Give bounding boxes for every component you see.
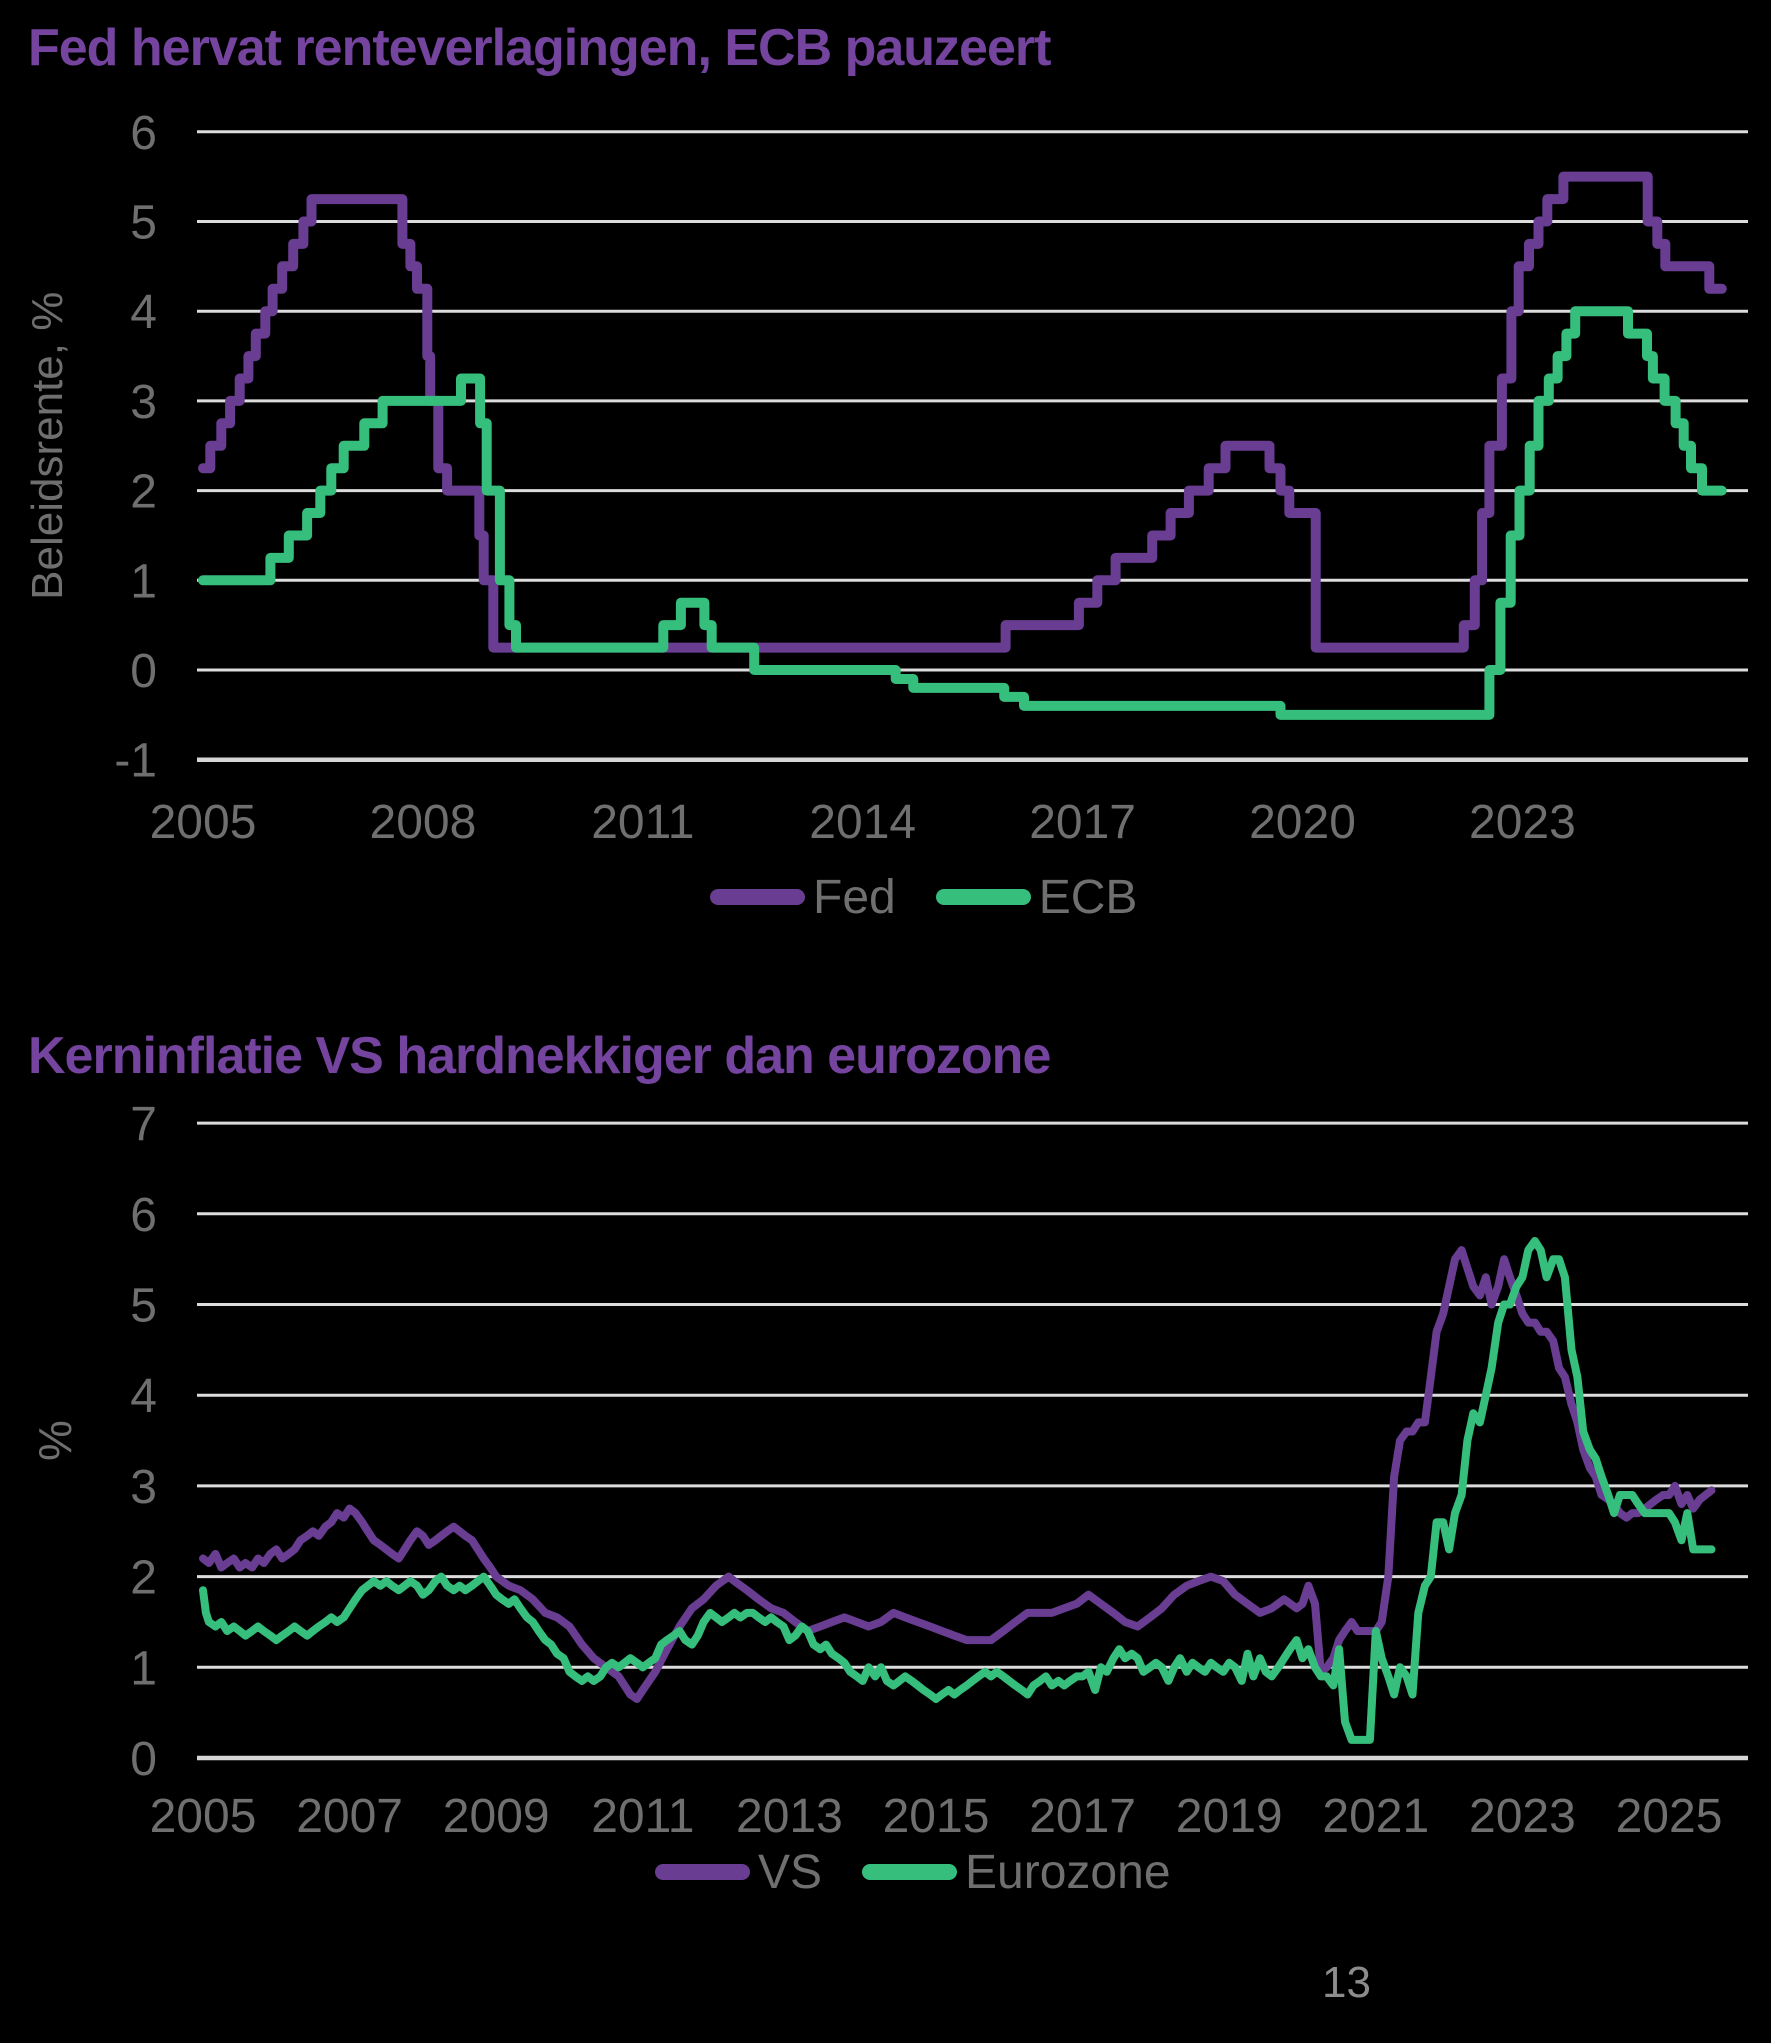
y-tick-label: 4 <box>130 286 157 339</box>
eurozone-legend-label: Eurozone <box>965 1845 1171 1899</box>
x-tick-label: 2020 <box>1249 796 1356 849</box>
y-tick-label: 6 <box>130 107 157 160</box>
fed-legend-label: Fed <box>813 870 896 924</box>
series-line-ecb <box>198 306 1727 720</box>
x-tick-label: 2005 <box>150 796 257 849</box>
x-tick-label: 2023 <box>1469 796 1576 849</box>
core-inflation-legend: VS Eurozone <box>655 1845 1211 1899</box>
y-tick-label: 6 <box>130 1189 157 1242</box>
y-tick-label: 7 <box>130 1098 157 1151</box>
y-axis-title: % <box>29 1420 81 1461</box>
y-tick-label: 0 <box>130 645 157 698</box>
y-tick-label: 5 <box>130 1280 157 1333</box>
x-tick-label: 2011 <box>591 796 694 849</box>
policy-rate-chart-title: Fed hervat renteverlagingen, ECB pauzeer… <box>28 19 1051 77</box>
y-tick-label: 3 <box>130 376 157 429</box>
series-line-eurozone <box>199 1237 1716 1744</box>
x-tick-label: 2011 <box>591 1790 694 1843</box>
y-tick-label: 1 <box>130 555 157 608</box>
x-tick-label: 2021 <box>1322 1790 1429 1843</box>
x-tick-label: 2009 <box>443 1790 550 1843</box>
core-inflation-chart-title: Kerninflatie VS hardnekkiger dan eurozon… <box>28 1027 1051 1085</box>
x-tick-label: 2005 <box>150 1790 257 1843</box>
legend-item-ecb: ECB <box>935 870 1138 925</box>
x-tick-label: 2017 <box>1029 796 1136 849</box>
policy-rate-legend: Fed ECB <box>710 870 1177 924</box>
x-tick-label: 2023 <box>1469 1790 1576 1843</box>
ecb-line-swatch <box>935 889 1031 905</box>
vs-line-swatch <box>655 1864 750 1880</box>
ecb-legend-label: ECB <box>1038 870 1138 924</box>
y-tick-label: 0 <box>130 1733 157 1786</box>
eurozone-line-swatch <box>862 1864 958 1880</box>
x-tick-label: 2008 <box>370 796 477 849</box>
x-tick-label: 2025 <box>1616 1790 1723 1843</box>
y-tick-label: 5 <box>130 197 157 250</box>
x-tick-label: 2007 <box>296 1790 403 1843</box>
x-tick-label: 2015 <box>883 1790 990 1843</box>
y-tick-label: 1 <box>130 1642 157 1695</box>
legend-item-eurozone: Eurozone <box>862 1845 1171 1900</box>
x-tick-label: 2019 <box>1176 1790 1283 1843</box>
x-tick-label: 2013 <box>736 1790 843 1843</box>
y-tick-label: -1 <box>114 735 157 788</box>
y-tick-label: 2 <box>130 1552 157 1605</box>
y-tick-label: 4 <box>130 1370 157 1423</box>
page-number: 13 <box>1322 1958 1371 2007</box>
x-tick-label: 2017 <box>1029 1790 1136 1843</box>
legend-item-fed: Fed <box>710 870 896 925</box>
y-tick-label: 2 <box>130 466 157 519</box>
series-line-fed <box>198 171 1727 653</box>
fed-line-swatch <box>710 889 805 905</box>
y-tick-label: 3 <box>130 1461 157 1514</box>
series-line-vs <box>199 1246 1716 1703</box>
y-axis-title: Beleidsrente, % <box>23 292 72 600</box>
legend-item-vs: VS <box>655 1845 822 1900</box>
x-tick-label: 2014 <box>809 796 916 849</box>
vs-legend-label: VS <box>758 1845 823 1899</box>
